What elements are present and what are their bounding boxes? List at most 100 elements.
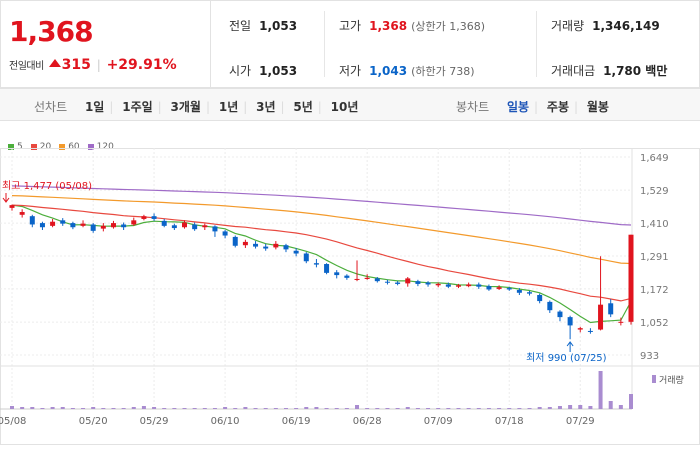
- volume-bar: [629, 394, 633, 409]
- y-tick-label: 1,529: [640, 186, 669, 197]
- current-price: 1,368: [9, 15, 94, 48]
- price-panel: 1,368 전일대비 315 | +29.91%: [0, 0, 210, 88]
- line-period-3m[interactable]: 3개월: [170, 100, 201, 114]
- volume-bar: [476, 408, 481, 409]
- volume-bar: [60, 407, 65, 409]
- x-tick-label: 06/28: [353, 416, 382, 427]
- volume-bar: [405, 407, 410, 409]
- candle-body: [131, 220, 137, 225]
- volume-legend-label: 거래량: [659, 374, 684, 386]
- line-period-1d[interactable]: 1일: [84, 100, 105, 114]
- volume-bar: [517, 408, 522, 409]
- candle-body: [283, 245, 289, 250]
- candle-body: [618, 321, 624, 323]
- candle-body: [496, 287, 502, 289]
- change-amount: 315: [61, 57, 91, 73]
- candle-period-weekly[interactable]: 주봉: [546, 100, 570, 114]
- volume-bar: [233, 408, 238, 409]
- candle-body: [100, 225, 106, 229]
- candle-period-monthly[interactable]: 월봉: [586, 100, 609, 114]
- candle-body: [506, 288, 512, 290]
- candle-body: [628, 234, 634, 322]
- candle-body: [9, 205, 15, 208]
- volume-bar: [131, 407, 136, 409]
- volume-bar: [263, 408, 268, 409]
- candle-body: [222, 231, 228, 236]
- volume-legend-swatch: [652, 375, 656, 383]
- volume-bar: [415, 408, 420, 409]
- candle-body: [486, 286, 492, 290]
- y-tick-label: 1,291: [640, 252, 669, 263]
- candle-body: [253, 243, 259, 247]
- ma-line-60: [11, 195, 632, 265]
- volume-bar: [344, 408, 349, 409]
- candle-body: [547, 301, 553, 311]
- volume-bar: [91, 407, 96, 409]
- volume-bar: [243, 407, 248, 409]
- candle-body: [577, 328, 583, 330]
- legend-ma-60: 60: [59, 142, 80, 152]
- volume-bar: [20, 407, 25, 409]
- volume-bar: [192, 408, 197, 409]
- y-tick-label: 1,410: [640, 219, 669, 230]
- volume-bar: [10, 406, 14, 409]
- ma-line-120: [11, 185, 632, 226]
- divider: [536, 11, 537, 77]
- candle-body: [435, 283, 441, 286]
- volume-bar: [121, 408, 126, 409]
- line-period-5y[interactable]: 5년: [293, 100, 313, 114]
- x-tick-label: 07/18: [495, 416, 524, 427]
- x-tick-label: 06/10: [211, 416, 240, 427]
- separator: |: [96, 58, 101, 72]
- candle-body: [516, 290, 522, 293]
- y-tick-label: 1,172: [640, 285, 669, 296]
- change-label: 전일대비: [9, 61, 44, 72]
- volume-bar: [70, 408, 75, 409]
- candle-body: [303, 253, 309, 262]
- volume-bar: [446, 408, 451, 409]
- x-tick-label: 05/29: [140, 416, 169, 427]
- candle-body: [60, 220, 66, 224]
- candle-body: [90, 224, 96, 231]
- candle-body: [80, 223, 86, 226]
- period-toolbar: 선차트 1일 | 1주일 | 3개월 | 1년 | 3년 | 5년 | 10년 봉차트 일봉…: [0, 88, 700, 121]
- candle-body: [344, 275, 350, 278]
- candle-body: [455, 285, 461, 287]
- volume-bar: [497, 408, 502, 409]
- x-tick-label: 06/19: [282, 416, 311, 427]
- candle-period-daily[interactable]: 일봉: [506, 100, 530, 114]
- candle-chart-group: 봉차트 일봉 | 주봉 | 월봉: [456, 100, 609, 114]
- volume-bar: [426, 408, 431, 409]
- candle-body: [182, 222, 188, 228]
- volume-bar: [537, 407, 542, 409]
- line-period-1w[interactable]: 1주일: [122, 100, 153, 114]
- x-tick-label: 05/08: [0, 416, 26, 427]
- y-tick-label: 933: [640, 351, 659, 362]
- volume-bar: [283, 408, 288, 409]
- candle-body: [212, 226, 218, 232]
- volume-bar: [466, 408, 471, 409]
- candle-body: [39, 223, 45, 228]
- volume-bar: [273, 408, 278, 409]
- volume-bar: [355, 405, 360, 409]
- candle-body: [141, 216, 147, 219]
- candle-body: [405, 278, 411, 284]
- candle-body: [537, 294, 543, 302]
- volume-bar: [547, 407, 552, 409]
- candle-body: [161, 220, 167, 226]
- candle-body: [374, 278, 380, 282]
- candle-body: [324, 264, 330, 273]
- volume-bar: [324, 408, 329, 409]
- candle-body: [466, 284, 472, 287]
- line-period-1y[interactable]: 1년: [218, 100, 239, 114]
- x-tick-label: 07/09: [424, 416, 453, 427]
- y-tick-label: 1,052: [640, 318, 669, 329]
- volume-bar: [436, 408, 441, 409]
- line-period-3y[interactable]: 3년: [256, 100, 276, 114]
- volume-bar: [395, 408, 400, 409]
- candle-body: [273, 243, 279, 248]
- candle-body: [395, 282, 401, 284]
- candle-body: [171, 225, 177, 229]
- line-period-10y[interactable]: 10년: [330, 100, 359, 114]
